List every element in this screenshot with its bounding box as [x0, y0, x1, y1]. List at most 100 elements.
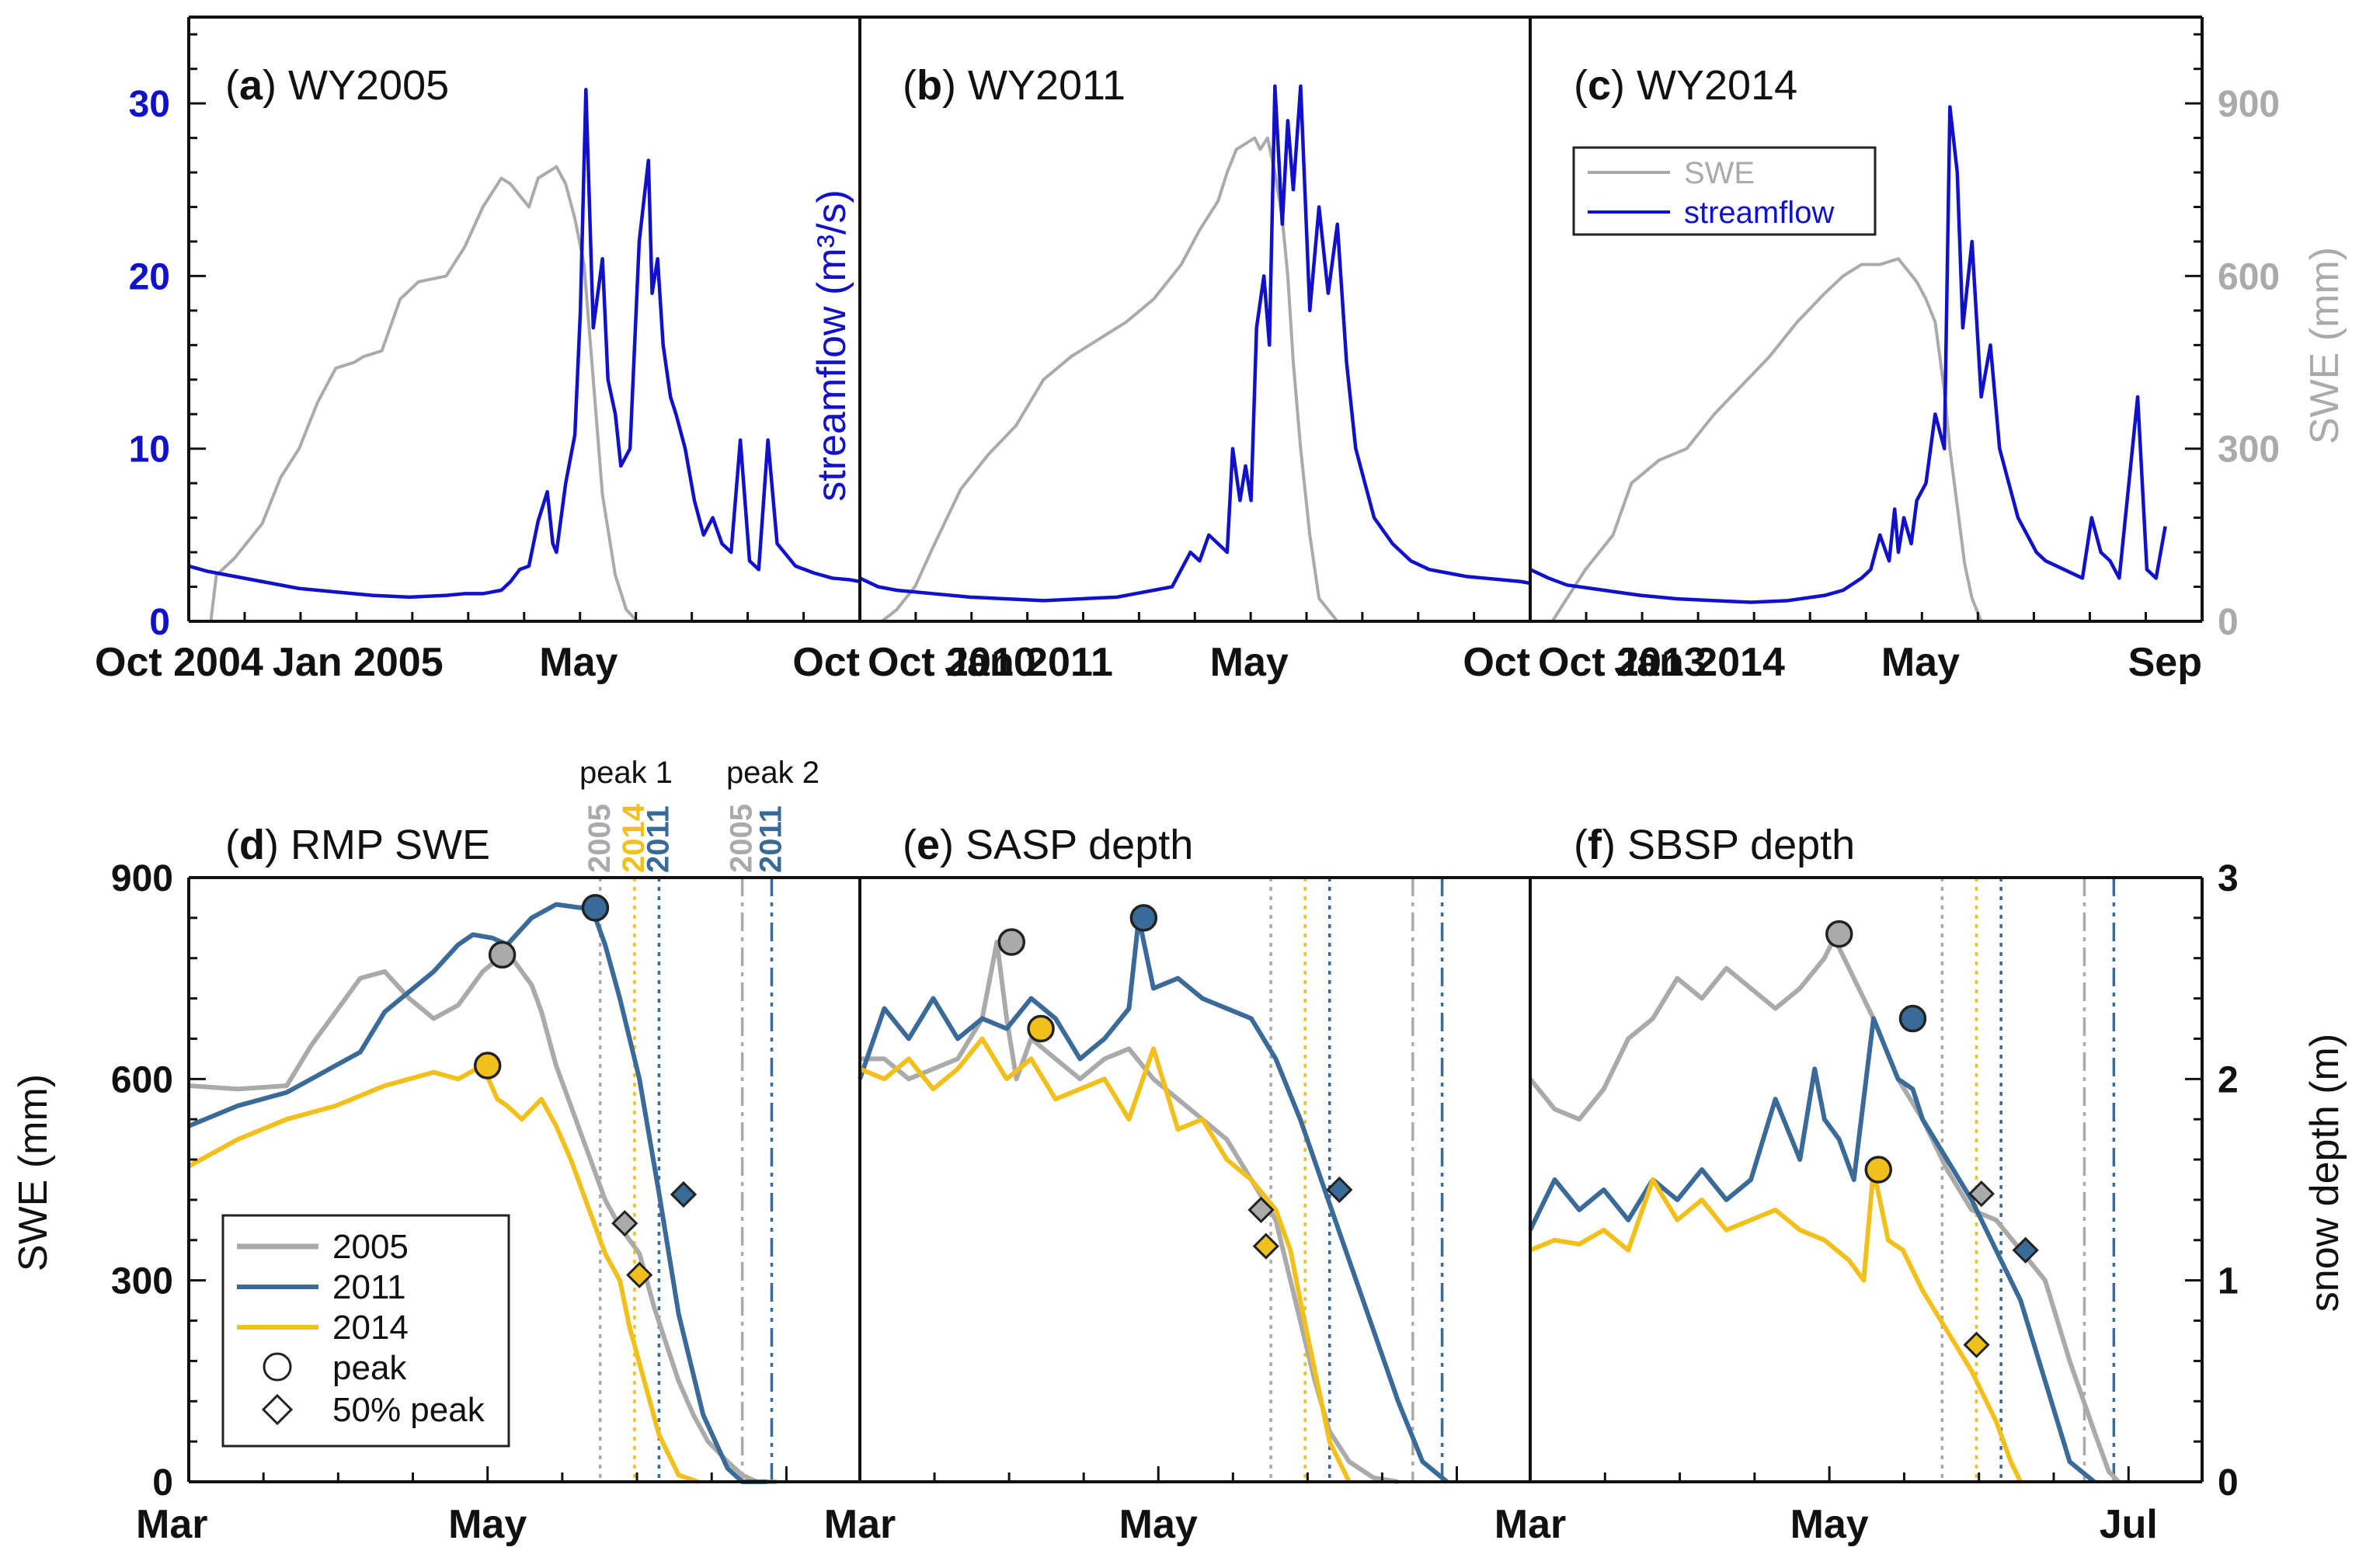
top-xtick-label: Oct 2010 [868, 640, 1036, 685]
top-xtick-label: Jan 2005 [273, 640, 444, 685]
streamflow-axis-title: streamflow (m³/s) [809, 189, 854, 502]
peak-marker-2014 [1027, 1014, 1055, 1043]
legend-50-peak-diamond-icon [261, 1393, 294, 1426]
panel-b-streamflow-line [859, 84, 1531, 603]
legend-top-box [1572, 146, 1877, 236]
streamflow-ytick-label: 10 [129, 429, 170, 471]
top-xtick-label: May [1881, 640, 1960, 685]
swe-left-axis-title: SWE (mm) [11, 1074, 56, 1271]
swe-ytick-label: 600 [2218, 256, 2280, 297]
vline-year-label: 2005 [725, 804, 759, 873]
half-peak-marker-2014 [626, 1261, 653, 1288]
streamflow-ytick-label: 0 [149, 602, 170, 643]
peak-2-header: peak 2 [726, 756, 819, 790]
legend-peak-label: peak [332, 1349, 407, 1387]
vline-year-label: 2011 [641, 805, 675, 873]
swe-bottom-ytick-label: 300 [111, 1261, 173, 1302]
peak-marker-2011 [1129, 904, 1158, 932]
top-xtick-label: Oct 2013 [1538, 640, 1707, 685]
half-peak-marker-2014 [1963, 1331, 1990, 1358]
streamflow-ytick-label: 30 [129, 84, 170, 125]
markers-layer [473, 894, 2039, 1358]
top-xtick-label: Oct [1463, 640, 1530, 685]
bottom-xtick-label: May [1790, 1502, 1869, 1547]
legend-swe-label: SWE [1684, 156, 1755, 190]
legend-streamflow-label: streamflow [1684, 196, 1834, 230]
top-xtick-label: May [1210, 640, 1289, 685]
bottom-xtick-label: Mar [1494, 1502, 1566, 1547]
panel-a-swe-line [189, 165, 639, 623]
bottom-xtick-label: Mar [136, 1502, 207, 1547]
top-xtick-label: Oct [792, 640, 860, 685]
swe-ytick-label: 300 [2218, 429, 2280, 471]
peak-marker-2014 [1864, 1156, 1893, 1184]
top-xtick-label: Oct 2004 [95, 640, 263, 685]
vline-year-label: 2005 [583, 804, 617, 873]
panel-f-title: (f) SBSP depth [1574, 822, 1855, 868]
legend-2014-label: 2014 [332, 1309, 409, 1347]
swe-bottom-ytick-label: 900 [111, 858, 173, 899]
peak-marker-2014 [473, 1052, 502, 1080]
half-peak-marker-2011 [2012, 1236, 2039, 1264]
panel-b-title: (b) WY2011 [903, 62, 1126, 109]
half-peak-marker-2011 [670, 1180, 698, 1208]
top-xtick-label: May [539, 640, 618, 685]
panel-d-title: (d) RMP SWE [225, 822, 490, 868]
peak-marker-2005 [997, 928, 1026, 956]
panel-a-title: (a) WY2005 [225, 62, 449, 109]
panel-d-2011-line [187, 902, 767, 1484]
swe-bottom-ytick-label: 600 [111, 1059, 173, 1100]
panel-e-title: (e) SASP depth [903, 822, 1193, 868]
legend-peak-circle-icon [263, 1352, 292, 1382]
bottom-xtick-label: May [1119, 1502, 1198, 1547]
depth-ytick-label: 3 [2218, 858, 2239, 899]
depth-ytick-label: 1 [2218, 1261, 2239, 1302]
bottom-xtick-label: Jul [2100, 1502, 2158, 1547]
panel-c-streamflow-line [1529, 105, 2167, 604]
swe-ytick-label: 900 [2218, 84, 2280, 125]
panel-e-2011-line [858, 915, 1449, 1484]
streamflow-ytick-label: 20 [129, 256, 170, 297]
swe-right-axis-title: SWE (mm) [2302, 247, 2347, 444]
data-lines-layer [187, 84, 2167, 1484]
vline-year-label: 2014 [617, 803, 651, 873]
panel-f-2014-line [1529, 1167, 2023, 1483]
panel-d-2005-line [188, 949, 777, 1484]
legend-top: SWE streamflow [1572, 146, 1877, 236]
top-xtick-label: Sep [2128, 640, 2202, 685]
half-peak-marker-2005 [1968, 1180, 1995, 1208]
half-peak-marker-2014 [1252, 1232, 1279, 1260]
legend-2011-label: 2011 [332, 1268, 406, 1306]
half-peak-marker-2005 [1247, 1196, 1275, 1224]
panel-e-2014-line [858, 1036, 1352, 1483]
depth-ytick-label: 2 [2218, 1059, 2239, 1100]
legend-bottom: 2005 2011 2014 peak 50% peak [221, 1214, 510, 1448]
peak-marker-2011 [581, 894, 610, 922]
peak-marker-2005 [488, 940, 517, 969]
vline-year-label: 2011 [753, 805, 788, 873]
top-xtick-label: Jan 2014 [1614, 640, 1785, 685]
peak-1-header: peak 1 [579, 756, 673, 790]
panel-b-swe-line [860, 136, 1339, 623]
top-xtick-label: Jan 2011 [945, 640, 1113, 685]
snow-depth-axis-title: snow depth (m) [2302, 1034, 2347, 1312]
peak-marker-2011 [1898, 1004, 1927, 1033]
panel-c-title: (c) WY2014 [1574, 62, 1797, 109]
depth-ytick-label: 0 [2218, 1462, 2239, 1504]
legend-2005-label: 2005 [332, 1228, 409, 1266]
peak-marker-2005 [1825, 920, 1853, 948]
half-peak-marker-2005 [611, 1210, 638, 1237]
bottom-xtick-label: Mar [824, 1502, 896, 1547]
panel-d-2014-line [187, 1063, 699, 1484]
bottom-xtick-label: May [448, 1502, 527, 1547]
half-peak-marker-2011 [1326, 1176, 1353, 1204]
panel-e-2005-line [860, 939, 1399, 1484]
panel-f-2011-line [1528, 1016, 2096, 1484]
swe-bottom-ytick-label: 0 [152, 1462, 173, 1504]
panel-a-streamflow-line [188, 88, 861, 600]
panel-c-swe-line [1530, 257, 1983, 623]
legend-50-peak-label: 50% peak [332, 1391, 485, 1429]
swe-ytick-label: 0 [2218, 602, 2239, 643]
